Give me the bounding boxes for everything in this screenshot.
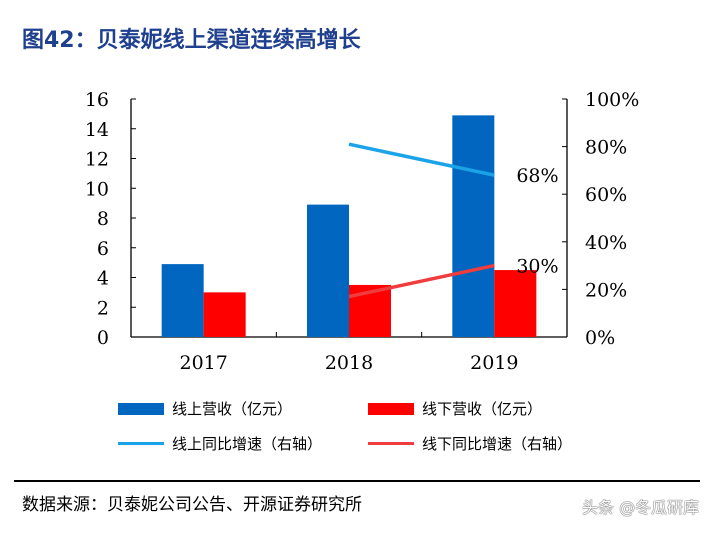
bar-online-2019 [452, 115, 495, 337]
left-tick-label: 14 [85, 119, 109, 141]
line-online-growth [348, 142, 495, 177]
data-label: 30% [516, 256, 558, 278]
figure-title: 图42：贝泰妮线上渠道连续高增长 [22, 28, 361, 53]
left-tick-label: 12 [85, 149, 109, 171]
legend-item-online-growth: 线上同比增速（右轴） [118, 433, 322, 454]
left-tick-label: 10 [85, 178, 109, 200]
right-tick-label: 100% [585, 89, 639, 111]
right-tick-label: 60% [585, 184, 627, 206]
right-tick-label: 40% [585, 232, 627, 254]
left-tick-label: 6 [97, 238, 109, 260]
legend-item-online-revenue: 线上营收（亿元） [118, 398, 292, 419]
legend-label: 线上营收（亿元） [172, 400, 293, 418]
legend-item-offline-revenue: 线下营收（亿元） [368, 398, 542, 419]
x-tick-label: 2017 [179, 352, 227, 374]
watermark: 头条 @冬瓜研库 [582, 498, 700, 517]
legend-label: 线下同比增速（右轴） [422, 435, 573, 453]
x-tick-label: 2019 [470, 352, 518, 374]
bar-online-2017 [161, 264, 204, 337]
x-tick-label: 2018 [325, 352, 373, 374]
left-tick-label: 8 [97, 208, 109, 230]
legend-item-offline-growth: 线下同比增速（右轴） [368, 433, 572, 454]
left-tick-label: 0 [97, 327, 109, 349]
bar-offline-2019 [494, 270, 537, 337]
left-tick-label: 4 [97, 268, 109, 290]
bar-online-2018 [307, 204, 349, 337]
combo-chart: 0 2 4 6 8 10 12 14 16 0% 20% 40% 60% 80% 100% 2017 2018 2… [85, 89, 640, 374]
line-offline-growth [348, 263, 495, 299]
legend-label: 线下营收（亿元） [422, 400, 543, 418]
legend-swatch [118, 442, 164, 445]
legend-swatch [368, 402, 414, 415]
divider [14, 480, 700, 482]
legend-swatch [368, 442, 414, 445]
right-tick-label: 0% [585, 327, 615, 349]
data-label: 68% [516, 165, 558, 187]
left-tick-label: 2 [97, 297, 109, 319]
right-tick-label: 80% [585, 137, 627, 159]
source-note: 数据来源：贝泰妮公司公告、开源证券研究所 [22, 495, 362, 515]
bar-offline-2017 [203, 292, 246, 337]
legend-label: 线上同比增速（右轴） [172, 435, 323, 453]
legend-swatch [118, 402, 164, 415]
right-tick-label: 20% [585, 279, 627, 301]
left-tick-label: 16 [85, 89, 109, 111]
